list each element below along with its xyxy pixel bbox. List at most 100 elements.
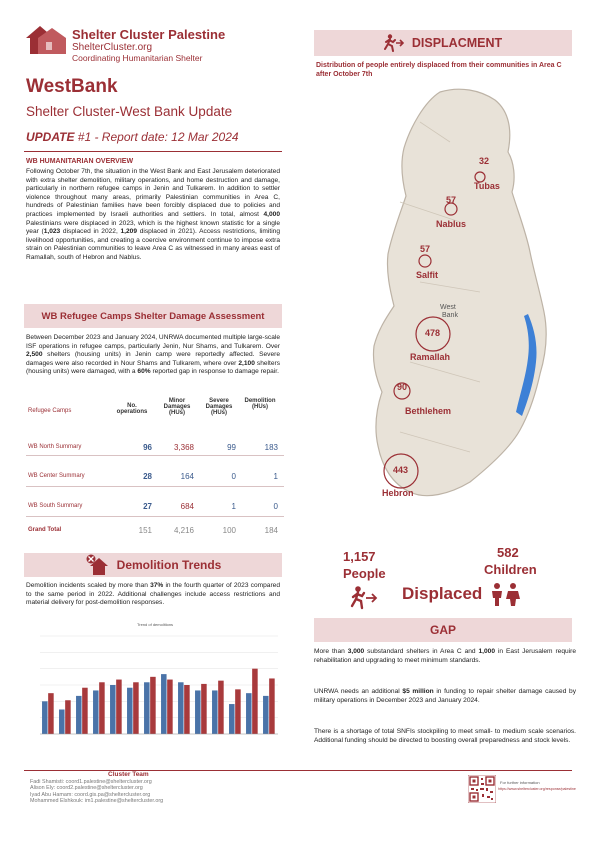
camps-text: Between December 2023 and January 2024, … [26,334,280,377]
chart-bar [235,689,241,734]
update-line: UPDATE #1 - Report date: 12 Mar 2024 [26,130,239,144]
map-label-nablus: Nablus [436,219,467,229]
chart-bar [195,690,201,734]
overview-num-c: 1,209 [120,228,138,236]
demolition-text-b: in the fourth quarter of 2023 compared t… [26,582,281,607]
footer-contact[interactable]: Fadi Shamisti: coord1.palestine@shelterc… [30,779,152,785]
gap-p2-n: $5 million [402,688,434,695]
demolition-chart: Trend of demolitions [28,622,282,752]
map-region-label-1: West [440,304,456,311]
chart-bar [201,683,207,734]
chart-bar [65,700,71,734]
overview-heading: WB HUMANITARIAN OVERVIEW [26,158,134,165]
camps-text-d: reported gap in response to damage repai… [150,368,279,376]
gap-paragraph-1: More than 3,000 substandard shelters in … [314,648,576,665]
brand-site: ShelterCluster.org [72,42,153,53]
chart-bar [48,693,54,734]
chart-bar [110,685,116,734]
displacement-caption: Distribution of people entirely displace… [316,62,562,78]
people-label: People [343,566,386,581]
chart-bar [184,685,190,734]
chart-bar [82,687,88,734]
page-title: WestBank [26,76,118,97]
chart-bar [42,701,48,734]
chart-bar [150,676,156,734]
people-displaced-icon [350,586,378,610]
col-header-demo: Demolition (HUs) [244,398,276,410]
footer-contact[interactable]: Mohammed Elshkouk: im1.palestine@shelter… [30,798,164,805]
camps-text-b: shelters (housing units) in Jenin camp w… [26,351,280,367]
footer-link-label: For further information [500,780,540,785]
footer-link-url[interactable]: https://www.sheltercluster.org/response/… [498,787,576,791]
brand-text: Shelter Cluster Palestine ShelterCluster… [72,27,302,63]
demolished-house-icon [86,554,108,575]
overview-text-b: Palestinians were displaced in 2023, whi… [26,219,280,236]
row-name: WB Center Summary [28,473,85,479]
row-demo: 184 [264,526,278,535]
brand-logo [24,24,69,58]
row-demo: 183 [264,443,278,452]
camps-text-a: Between December 2023 and January 2024, … [26,334,280,350]
row-ops: 28 [143,472,152,481]
gap-p1-n2: 1,000 [478,648,496,655]
camps-heading-band: WB Refugee Camps Shelter Damage Assessme… [24,304,282,328]
row-name: WB South Summary [28,503,83,509]
children-icon [492,583,520,606]
map-label-hebron: Hebron [382,488,414,498]
chart-bar [229,704,235,734]
chart-bar [218,680,224,734]
qr-code-icon[interactable] [468,775,496,803]
update-label: UPDATE [26,130,75,144]
row-minor: 164 [180,472,194,481]
row-minor: 684 [180,502,194,511]
overview-num-a: 4,000 [263,210,280,218]
chart-bar [252,668,258,734]
camps-table: Refugee Camps No. operations Minor Damag… [26,398,284,539]
westbank-map-svg [372,88,547,497]
gap-paragraph-3: There is a shortage of total SNFIs stock… [314,728,576,744]
row-demo: 0 [273,502,278,511]
footer-divider [24,770,572,771]
row-severe: 100 [222,526,236,535]
camps-num-c: 60% [137,368,151,376]
demolition-heading-band: Demolition Trends [24,553,282,577]
chart-bar [93,690,99,734]
chart-bar [133,682,139,734]
demolition-chart-svg [40,635,278,735]
overview-text-d: displaced in 2021). Access restrictions,… [26,228,281,261]
house-logo-icon [26,26,66,54]
row-severe: 0 [231,472,236,481]
col-header-minor: Minor Damages (HUs) [163,398,191,416]
row-demo: 1 [273,472,278,481]
col-header-camps: Refugee Camps [28,408,72,414]
gap-p1-b: substandard shelters in Area C and [364,648,479,655]
update-meta: #1 - Report date: 12 Mar 2024 [77,130,239,144]
row-name: WB North Summary [28,444,82,450]
gap-p1-a: More than [314,648,348,655]
overview-num-b: 1,023 [43,228,61,236]
map-label-tubas: Tubas [474,181,500,191]
chart-bar [167,679,173,734]
row-minor: 3,368 [173,443,194,452]
row-severe: 99 [227,443,236,452]
gap-paragraph-2: UNRWA needs an additional $5 million in … [314,688,576,705]
demolition-num-a: 37% [150,582,164,589]
chart-title: Trend of demolitions [136,622,174,627]
map-value-salfit: 57 [420,244,431,254]
overview-text-a: Following October 7th, the situation in … [26,168,280,218]
gap-heading-band: GAP [314,618,572,642]
row-ops: 151 [138,526,152,535]
demolition-text-a: Demolition incidents scaled by more than [26,582,151,589]
map-value-nablus: 57 [446,195,457,205]
footer-contact[interactable]: Iyad Abu Hamam: coord.gis.pa@shelterclus… [30,791,151,798]
map-label-bethlehem: Bethlehem [405,406,452,416]
overview-text-c: displaced in 2022, [60,228,121,236]
camps-table-row: WB South Summary 27 684 1 0 [26,487,284,517]
footer-contacts: Fadi Shamisti: coord1.palestine@shelterc… [30,779,260,805]
camps-num-b: 2,100 [238,359,255,367]
footer-contact[interactable]: Alison Ely: coord2.palestine@shelterclus… [30,785,143,792]
camps-heading: WB Refugee Camps Shelter Damage Assessme… [41,310,265,322]
page-subtitle: Shelter Cluster-West Bank Update [26,104,233,119]
gap-heading: GAP [429,623,456,637]
people-number: 1,157 [343,549,376,564]
